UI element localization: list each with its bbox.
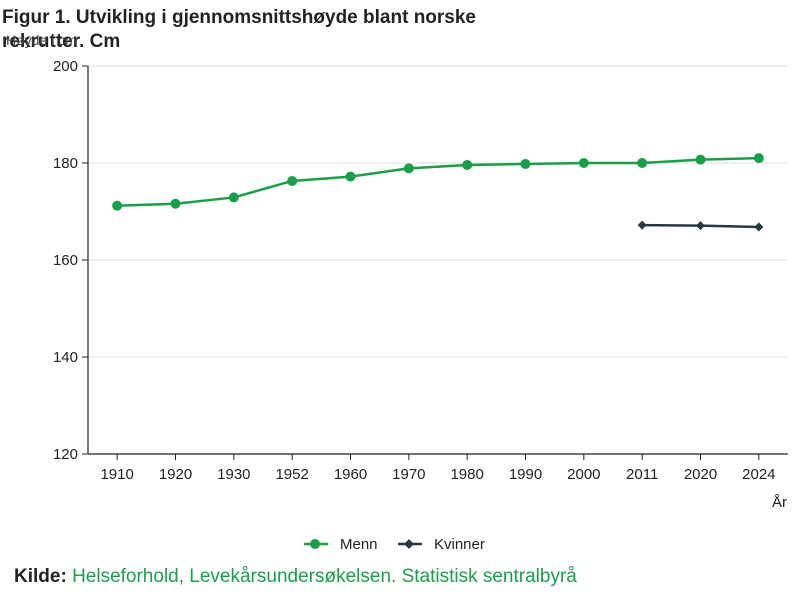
data-point-kvinner [637, 220, 647, 230]
data-point-menn [578, 158, 589, 168]
x-tick-label: 2024 [742, 466, 775, 483]
y-tick-label: 160 [53, 252, 78, 269]
y-tick-label: 180 [53, 155, 78, 172]
x-tick-label: 1930 [217, 466, 250, 483]
data-point-menn [287, 175, 298, 186]
y-tick-label: 140 [53, 349, 78, 366]
legend-swatch-menn [304, 534, 334, 554]
x-tick-label: 1952 [275, 466, 308, 483]
y-axis-label: Høyde i cm [6, 32, 77, 48]
x-tick-label: 1990 [509, 466, 542, 483]
data-point-kvinner [754, 222, 764, 232]
x-tick-label: 1960 [334, 466, 367, 483]
data-point-menn [462, 159, 473, 170]
legend-swatch-kvinner [398, 534, 428, 554]
x-tick-label: 1970 [392, 466, 425, 483]
legend-label-menn: Menn [340, 535, 378, 553]
data-point-menn [228, 192, 239, 203]
source-note: Kilde: Helseforhold, Levekårsundersøkels… [14, 566, 577, 588]
x-tick-label: 1920 [159, 466, 192, 483]
x-tick-label: 1980 [450, 466, 483, 483]
legend-item-menn[interactable]: Menn [304, 534, 378, 554]
data-point-menn [112, 200, 123, 211]
data-point-menn [170, 198, 181, 209]
x-tick-label: 1910 [100, 466, 133, 483]
x-tick-label: 2011 [626, 466, 658, 483]
legend-item-kvinner[interactable]: Kvinner [398, 534, 485, 554]
data-point-menn [345, 171, 356, 182]
x-axis-label: År [772, 494, 787, 511]
chart-title: Figur 1. Utvikling i gjennomsnittshøyde … [2, 7, 476, 52]
y-tick-label: 200 [53, 58, 78, 75]
legend-label-kvinner: Kvinner [434, 535, 485, 553]
y-tick-label: 120 [53, 446, 78, 463]
data-point-menn [753, 153, 764, 164]
series-line-menn [117, 156, 759, 207]
x-tick-label: 2020 [684, 466, 717, 483]
legend: Menn Kvinner [0, 534, 800, 556]
data-point-menn [403, 163, 414, 174]
data-point-kvinner [696, 221, 705, 231]
data-point-menn [637, 158, 648, 168]
data-point-menn [520, 158, 531, 169]
source-label: Kilde: [14, 566, 67, 587]
data-point-menn [695, 154, 706, 165]
source-text[interactable]: Helseforhold, Levekårsundersøkelsen. Sta… [72, 566, 577, 587]
x-tick-label: 2000 [567, 466, 600, 483]
